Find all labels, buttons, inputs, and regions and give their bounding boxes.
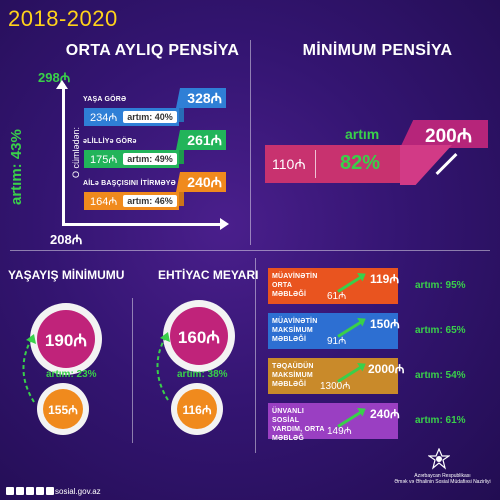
- twitter-icon[interactable]: [36, 487, 44, 495]
- need-criterion-title: EHTİYAC MEYARI: [158, 268, 259, 282]
- telegram-icon[interactable]: [46, 487, 54, 495]
- benefit-from: 149₼: [327, 426, 352, 437]
- min-pension-to: 200₼: [425, 126, 473, 147]
- pension-row-band: 234₼ artım: 40%: [84, 108, 179, 126]
- pension-title: ORTA AYLIQ PENSİYA: [65, 42, 240, 59]
- benefit-from: 1300₼: [320, 381, 351, 392]
- pension-growth-vertical: artım: 43%: [8, 129, 25, 205]
- need-arrow: [156, 332, 170, 401]
- benefit-growth: artım: 54%: [415, 370, 466, 381]
- benefit-growth: artım: 65%: [415, 325, 466, 336]
- min-pension-separator: [315, 150, 316, 178]
- divider-vertical-bottom: [255, 258, 256, 453]
- need-to: 160₼: [170, 307, 228, 365]
- living-min-to-outer: 190₼: [30, 303, 102, 375]
- pension-row-from: 164₼: [90, 195, 118, 208]
- pension-row-growth: artım: 46%: [123, 195, 177, 207]
- minimum-pension-title: MİNİMUM PENSİYA: [302, 42, 453, 59]
- x-axis: [62, 223, 222, 226]
- living-min-to: 190₼: [37, 310, 95, 368]
- benefit-label: MÜAVİNƏTİN ORTA MƏBLƏĞİ: [272, 273, 318, 298]
- benefit-label: ÜNVANLI SOSİAL YARDIM, ORTA MƏBLƏĞ: [272, 408, 325, 442]
- need-from-outer: 116₼: [171, 383, 223, 435]
- x-axis-arrow: [220, 218, 229, 230]
- pension-row-from: 175₼: [90, 153, 118, 166]
- benefit-to: 2000₼: [368, 362, 405, 376]
- need-to-outer: 160₼: [163, 300, 235, 372]
- pension-row-growth: artım: 40%: [123, 111, 177, 123]
- axis-bottom-value: 208₼: [50, 232, 83, 247]
- org-name: Azərbaycan Respublikası Əmək və Əhalinin…: [390, 473, 495, 485]
- benefit-box: [268, 313, 398, 349]
- living-min-arrow: [22, 334, 36, 403]
- benefit-from: 61₼: [327, 291, 347, 302]
- period-title: 2018-2020: [8, 6, 118, 31]
- benefit-label: TƏQAÜDÜN MAKSİMUM MƏBLƏĞİ: [272, 363, 314, 388]
- benefit-box: [268, 268, 398, 304]
- min-pension-growth-value: 82%: [340, 152, 381, 174]
- benefit-label: MÜAVİNƏTİN MAKSİMUM MƏBLƏĞİ: [272, 318, 318, 343]
- min-pension-growth-word: artım: [345, 126, 380, 142]
- min-pension-band: [265, 145, 405, 183]
- pension-row-to: 328₼: [176, 88, 226, 108]
- site-link[interactable]: sosial.gov.az: [55, 487, 101, 496]
- pension-row-band: 175₼ artım: 49%: [84, 150, 179, 168]
- benefit-growth: artım: 61%: [415, 415, 466, 426]
- social-icons: [6, 487, 54, 495]
- ministry-emblem-icon: [428, 448, 450, 470]
- pension-row-name: YAŞA GÖRƏ: [83, 96, 127, 103]
- min-pension-from: 110₼: [272, 156, 306, 172]
- need-growth: artım: 38%: [177, 369, 228, 380]
- living-min-from-outer: 155₼: [37, 383, 89, 435]
- pension-row-to: 261₼: [176, 130, 226, 150]
- pension-row-to: 240₼: [176, 172, 226, 192]
- instagram-icon[interactable]: [16, 487, 24, 495]
- living-min-growth: artım: 23%: [46, 369, 97, 380]
- pension-row-band: 164₼ artım: 46%: [84, 192, 179, 210]
- pension-row-name: əLİLLİYə GÖRə: [83, 138, 137, 145]
- y-axis-arrow: [56, 80, 68, 89]
- org-line2: Əmək və Əhalinin Sosial Müdafiəsi Nazirl…: [394, 479, 491, 485]
- need-from: 116₼: [177, 389, 217, 429]
- benefit-growth: artım: 95%: [415, 280, 466, 291]
- benefit-to: 150₼: [370, 317, 400, 331]
- y-axis: [62, 84, 65, 226]
- living-min-from: 155₼: [43, 389, 83, 429]
- pension-row-growth: artım: 49%: [123, 153, 177, 165]
- pension-row-from: 234₼: [90, 111, 118, 124]
- sub-label-vertical: O cümlədən:: [71, 126, 81, 178]
- divider-vertical-top: [250, 40, 251, 245]
- benefit-box: [268, 403, 398, 439]
- benefit-from: 91₼: [327, 336, 347, 347]
- youtube-icon[interactable]: [26, 487, 34, 495]
- benefit-to: 119₼: [370, 272, 400, 286]
- divider-vertical-left: [132, 298, 133, 443]
- facebook-icon[interactable]: [6, 487, 14, 495]
- org-line1: Azərbaycan Respublikası: [414, 473, 471, 479]
- benefit-box: [268, 358, 398, 394]
- benefit-to: 240₼: [370, 407, 400, 421]
- living-minimum-title: YAŞAYIŞ MİNİMUMU: [8, 268, 125, 282]
- pension-row-name: AİLə BAŞÇISINI İTİRMƏYƏ GÖRə: [83, 180, 199, 187]
- min-pension-to-ribbon: [400, 120, 488, 148]
- divider-horizontal: [10, 250, 490, 251]
